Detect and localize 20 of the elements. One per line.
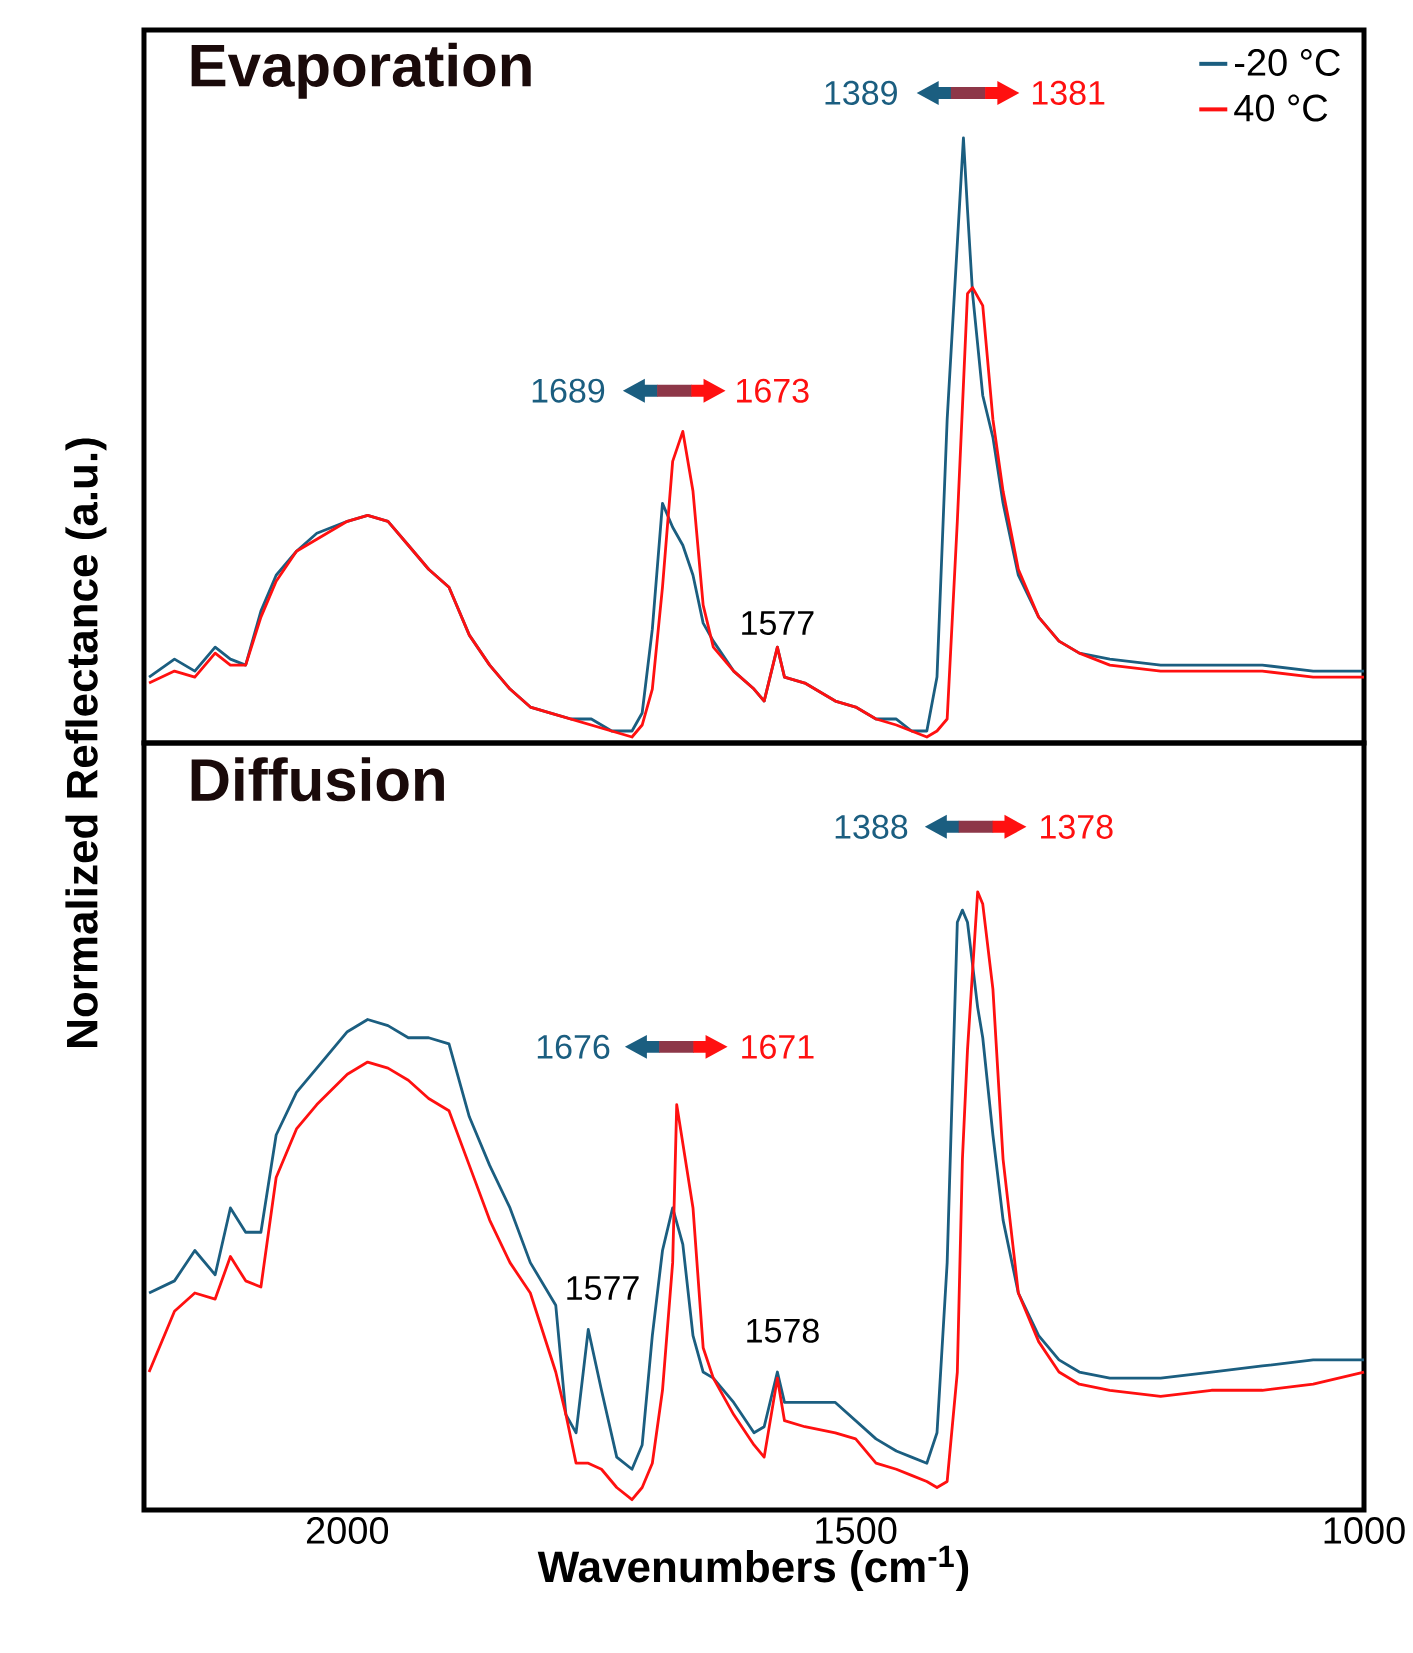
chart-title: Evaporation [191, 42, 531, 99]
annotation: 1578 [747, 1318, 819, 1343]
x-tick-label: 2000 [307, 1517, 389, 1544]
x-axis-title: Wavenumbers (cm$^{-1}$) [537, 1545, 969, 1592]
text: 1378 [1041, 814, 1113, 839]
annotation: 1676 [537, 1034, 610, 1059]
annotation: 1577 [567, 1276, 639, 1301]
x-tick-label: 1500 [816, 1517, 897, 1544]
annotation: 1577 [742, 611, 814, 636]
chart-title: Diffusion [191, 757, 444, 802]
annotation: 1671 [742, 1034, 814, 1059]
text: 1389 [825, 80, 897, 105]
y-axis-title: Normalized Reflectance (a.u.) [65, 438, 107, 1047]
annotation: 1673 [737, 378, 809, 403]
text: 1381 [1032, 80, 1105, 105]
annotation: 1689 [532, 378, 605, 403]
text: 1388 [835, 814, 908, 839]
legend-label: 40 °C [1234, 94, 1328, 122]
legend-label: -20 °C [1235, 49, 1340, 76]
x-tick-label: 1000 [1324, 1517, 1405, 1544]
